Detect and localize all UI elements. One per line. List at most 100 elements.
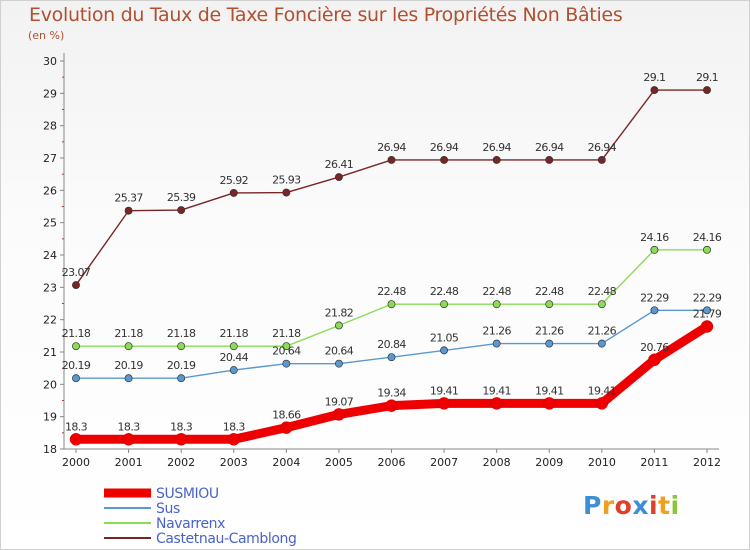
x-tick-label: 2007 — [430, 456, 458, 469]
data-label: 19.41 — [535, 384, 564, 397]
x-tick-label: 2000 — [62, 456, 90, 469]
data-point — [650, 306, 659, 315]
x-tick-label: 2004 — [272, 456, 300, 469]
x-tick-label: 2001 — [115, 456, 143, 469]
data-point — [595, 397, 609, 410]
y-tick-label: 21 — [43, 346, 57, 359]
data-label: 20.19 — [62, 359, 91, 372]
x-tick-label: 2003 — [220, 456, 248, 469]
data-point — [545, 155, 554, 164]
data-label: 18.3 — [223, 420, 246, 433]
y-tick-label: 23 — [43, 281, 57, 294]
data-label: 29.1 — [696, 71, 718, 84]
data-point — [72, 374, 80, 383]
data-point — [334, 321, 343, 330]
data-label: 21.18 — [272, 327, 301, 340]
data-point — [282, 359, 291, 368]
data-label: 21.26 — [535, 325, 564, 338]
logo-letter: i — [670, 491, 680, 520]
data-label: 21.18 — [62, 327, 91, 340]
logo-letter: i — [649, 491, 659, 520]
data-label: 29.1 — [643, 71, 665, 84]
data-label: 19.41 — [430, 384, 459, 397]
x-tick-label: 2012 — [693, 456, 721, 469]
data-point — [597, 300, 606, 309]
data-point — [440, 300, 449, 309]
data-point — [282, 188, 291, 197]
data-label: 20.84 — [377, 338, 406, 351]
data-point — [122, 433, 135, 446]
data-label: 21.79 — [693, 307, 722, 320]
data-point — [492, 300, 501, 309]
data-label: 21.82 — [325, 306, 354, 319]
y-tick-label: 25 — [43, 217, 57, 230]
y-axis-unit-label: (en %) — [28, 29, 65, 42]
data-point — [124, 342, 133, 351]
data-label: 26.94 — [588, 141, 617, 154]
logo-letter: x — [632, 491, 649, 520]
legend-label: Sus — [156, 501, 180, 517]
y-tick-label: 26 — [43, 184, 57, 197]
data-label: 25.92 — [220, 174, 249, 187]
data-point — [703, 245, 711, 254]
data-point — [227, 433, 240, 446]
data-label: 19.41 — [482, 384, 511, 397]
y-tick-label: 29 — [43, 87, 57, 100]
data-label: 20.64 — [272, 345, 301, 358]
x-tick-label: 2010 — [588, 456, 616, 469]
data-point — [177, 342, 186, 351]
data-point — [387, 353, 396, 362]
data-point — [700, 320, 714, 333]
data-point — [124, 206, 133, 215]
data-point — [545, 339, 554, 348]
data-label: 20.76 — [640, 341, 669, 354]
data-label: 26.94 — [482, 141, 511, 154]
data-label: 20.44 — [220, 351, 249, 364]
logo-letter: o — [614, 491, 633, 520]
data-point — [334, 173, 343, 182]
y-tick-label: 24 — [43, 249, 57, 262]
data-label: 21.18 — [114, 327, 143, 340]
data-point — [597, 155, 606, 164]
data-label: 21.18 — [167, 327, 196, 340]
logo-letter: t — [658, 491, 671, 520]
data-point — [650, 245, 659, 254]
data-label: 18.3 — [170, 420, 193, 433]
data-point — [703, 306, 711, 315]
logo-letter: P — [583, 491, 602, 520]
data-point — [440, 155, 449, 164]
data-point — [332, 408, 346, 421]
data-label: 22.48 — [482, 285, 511, 298]
data-label: 25.93 — [272, 174, 301, 187]
logo-letter: r — [601, 491, 615, 520]
data-point — [545, 300, 554, 309]
data-point — [69, 433, 83, 446]
data-label: 25.39 — [167, 191, 196, 204]
data-label: 20.19 — [167, 359, 196, 372]
data-point — [177, 374, 186, 383]
data-label: 19.41 — [588, 384, 617, 397]
y-tick-label: 18 — [43, 443, 57, 456]
data-point — [229, 366, 238, 375]
x-tick-label: 2009 — [535, 456, 563, 469]
data-point — [177, 206, 186, 215]
data-label: 25.37 — [114, 192, 143, 205]
chart-title: Evolution du Taux de Taxe Foncière sur l… — [29, 4, 623, 26]
y-tick-label: 30 — [43, 55, 57, 68]
data-point — [229, 342, 238, 351]
data-label: 26.41 — [325, 158, 354, 171]
data-point — [492, 339, 501, 348]
data-label: 26.94 — [430, 141, 459, 154]
data-label: 26.94 — [535, 141, 564, 154]
data-label: 21.18 — [220, 327, 249, 340]
data-point — [387, 155, 396, 164]
x-tick-label: 2008 — [483, 456, 511, 469]
data-point — [280, 421, 293, 434]
data-label: 20.64 — [325, 345, 354, 358]
x-tick-label: 2005 — [325, 456, 353, 469]
data-point — [387, 300, 396, 309]
data-label: 21.26 — [588, 325, 617, 338]
legend-label: Navarrenx — [156, 516, 225, 532]
x-tick-label: 2011 — [640, 456, 668, 469]
